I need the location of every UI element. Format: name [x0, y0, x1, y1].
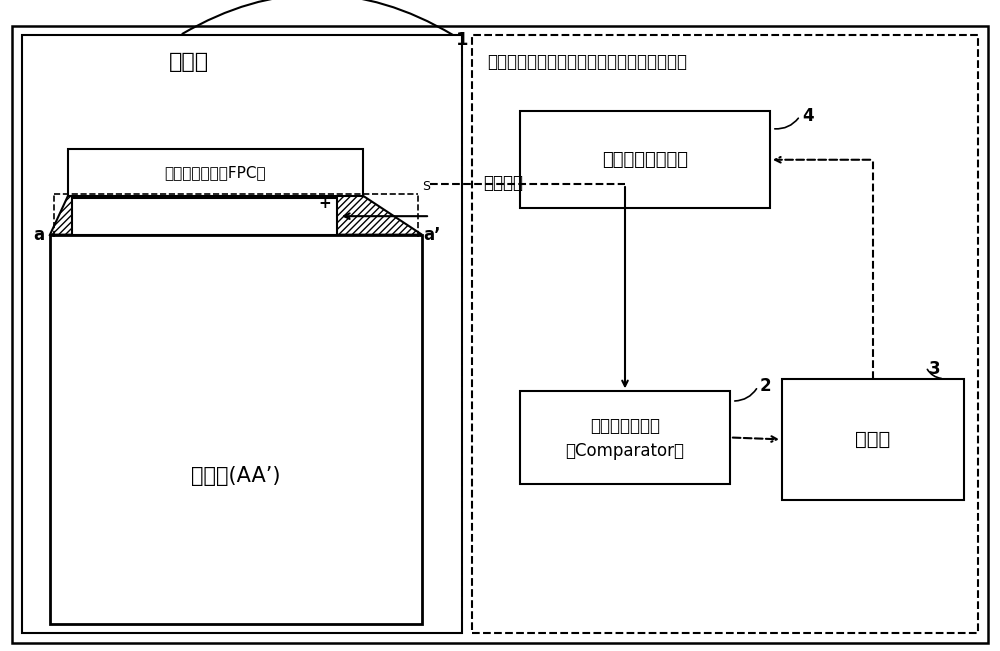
Text: 3: 3 [929, 360, 941, 378]
Text: 1: 1 [456, 31, 468, 49]
Text: 软性印刷电路（FPC）: 软性印刷电路（FPC） [165, 165, 266, 180]
Bar [782, 379, 964, 500]
Text: 输入信号比较器: 输入信号比较器 [590, 417, 660, 435]
Text: 显示屏: 显示屏 [169, 53, 209, 72]
Text: +: + [319, 196, 331, 211]
Bar [520, 391, 730, 484]
Text: 补偿电压: 补偿电压 [483, 174, 523, 192]
Polygon shape [50, 196, 422, 234]
Text: a’: a’ [423, 226, 441, 243]
Bar [472, 35, 978, 633]
Text: （Comparator）: （Comparator） [566, 442, 684, 460]
Text: 处理器: 处理器 [855, 430, 891, 449]
Text: 驱动 IC: 驱动 IC [185, 209, 224, 224]
Text: S: S [422, 180, 430, 193]
Bar [22, 35, 462, 633]
Text: 电压信号调制装置: 电压信号调制装置 [602, 151, 688, 169]
Text: a: a [33, 226, 45, 243]
Bar [50, 234, 422, 624]
Text: 有源区(AA’): 有源区(AA’) [191, 466, 281, 486]
Text: 外部动态补偿显示屏有源区直流电压降的装置: 外部动态补偿显示屏有源区直流电压降的装置 [487, 53, 687, 72]
Bar [68, 149, 363, 196]
Bar [520, 111, 770, 208]
Text: 4: 4 [802, 107, 814, 125]
Text: 2: 2 [760, 378, 772, 395]
Bar [72, 198, 337, 234]
